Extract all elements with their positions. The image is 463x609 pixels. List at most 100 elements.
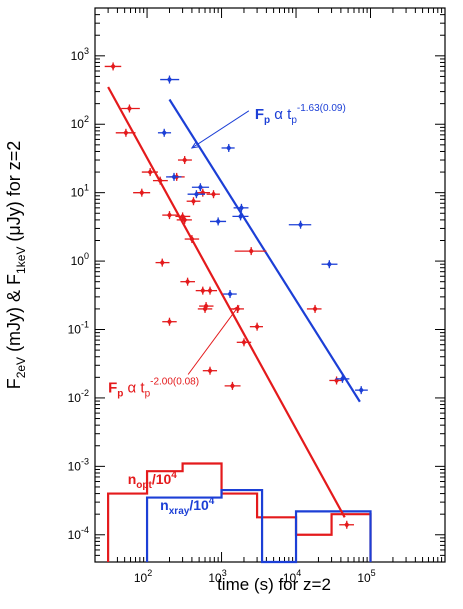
data-point-optical (206, 190, 220, 199)
data-point-xray (288, 220, 312, 229)
data-point-xray (233, 203, 249, 212)
data-point-xray (210, 217, 227, 226)
marker (241, 339, 247, 346)
data-point-optical (133, 188, 151, 197)
data-point-optical (141, 168, 158, 177)
marker (297, 221, 304, 228)
marker (210, 190, 217, 198)
marker (312, 305, 318, 313)
data-point-xray (166, 172, 182, 181)
data-point-xray (321, 260, 338, 269)
histogram-label: nxray/104 (160, 496, 215, 517)
data-point-xray (157, 128, 172, 137)
data-point-xray (187, 190, 206, 199)
x-axis-label: time (s) for z=2 (217, 575, 331, 594)
marker (166, 211, 173, 219)
marker (344, 521, 350, 528)
marker (226, 144, 232, 152)
data-point-xray (221, 143, 235, 152)
marker (189, 235, 195, 243)
marker (166, 318, 173, 325)
data-point-optical (186, 197, 201, 206)
annotation-arrow-optical (187, 305, 240, 375)
marker (254, 323, 260, 330)
data-point-optical (202, 366, 218, 375)
data-point-optical (339, 520, 354, 529)
marker (339, 375, 346, 383)
x-tick-label: 102 (134, 568, 152, 585)
y-axis-label: F2eV (mJy) & F1keV (μJy) for z=2 (4, 141, 28, 390)
x-tick-label: 104 (283, 568, 301, 585)
data-point-optical (180, 277, 195, 286)
y-tick-label: 10-1 (68, 320, 89, 337)
data-point-optical (236, 338, 252, 347)
y-tick-label: 10-4 (68, 525, 89, 542)
marker (248, 247, 254, 255)
marker (166, 76, 173, 83)
data-point-xray (191, 183, 210, 192)
marker (215, 218, 221, 225)
marker (326, 261, 332, 268)
annotation-arrow-xray (191, 110, 250, 149)
marker (193, 190, 200, 198)
data-point-optical (184, 235, 200, 244)
fit-annotation-xray: Fp α tp-1.63(0.09) (255, 103, 346, 126)
y-tick-label: 100 (71, 251, 89, 268)
marker (227, 290, 233, 298)
fit-line-optical (107, 86, 346, 518)
data-point-optical (177, 156, 192, 165)
histogram-xray (145, 488, 372, 564)
marker (238, 204, 245, 212)
data-point-optical (155, 258, 170, 267)
data-point-optical (152, 176, 168, 185)
x-tick-label: 105 (357, 568, 375, 585)
data-point-optical (104, 62, 122, 71)
marker (157, 177, 163, 184)
y-tick-label: 102 (71, 114, 89, 131)
data-point-optical (306, 304, 322, 313)
marker (358, 386, 364, 394)
marker (182, 216, 188, 224)
x-tick-label: 103 (208, 568, 226, 585)
data-point-optical (234, 247, 267, 256)
y-tick-label: 10-3 (68, 456, 89, 473)
y-tick-label: 101 (71, 183, 89, 200)
data-point-xray (335, 374, 350, 383)
marker (190, 198, 197, 205)
y-tick-label: 103 (71, 46, 89, 63)
data-point-xray (223, 290, 237, 299)
data-point-optical (329, 376, 344, 385)
marker (159, 259, 165, 266)
marker (147, 168, 153, 176)
marker (171, 173, 177, 181)
marker (184, 278, 191, 285)
marker (110, 63, 116, 70)
marker (207, 287, 213, 294)
data-point-optical (176, 215, 192, 224)
marker (126, 105, 133, 112)
data-point-optical (162, 211, 178, 220)
data-point-xray (160, 75, 180, 84)
data-point-optical (115, 128, 136, 137)
marker (237, 213, 244, 220)
marker (229, 382, 236, 390)
data-point-xray (355, 386, 368, 395)
marker (333, 377, 340, 384)
histogram-label: nopt/104 (128, 470, 178, 491)
fit-annotation-optical: Fp α tp-2.00(0.08) (108, 377, 199, 400)
data-point-optical (249, 322, 263, 331)
marker (139, 189, 145, 196)
data-point-optical (197, 304, 213, 313)
marker (207, 367, 213, 374)
data-point-optical (202, 286, 218, 295)
data-point-optical (162, 317, 177, 326)
data-point-optical (121, 104, 140, 113)
marker (161, 129, 167, 136)
data-point-optical (224, 381, 241, 390)
arrow-head (190, 141, 199, 149)
histogram-optical (107, 462, 372, 562)
arrow-head (232, 305, 240, 314)
data-point-xray (232, 212, 249, 221)
